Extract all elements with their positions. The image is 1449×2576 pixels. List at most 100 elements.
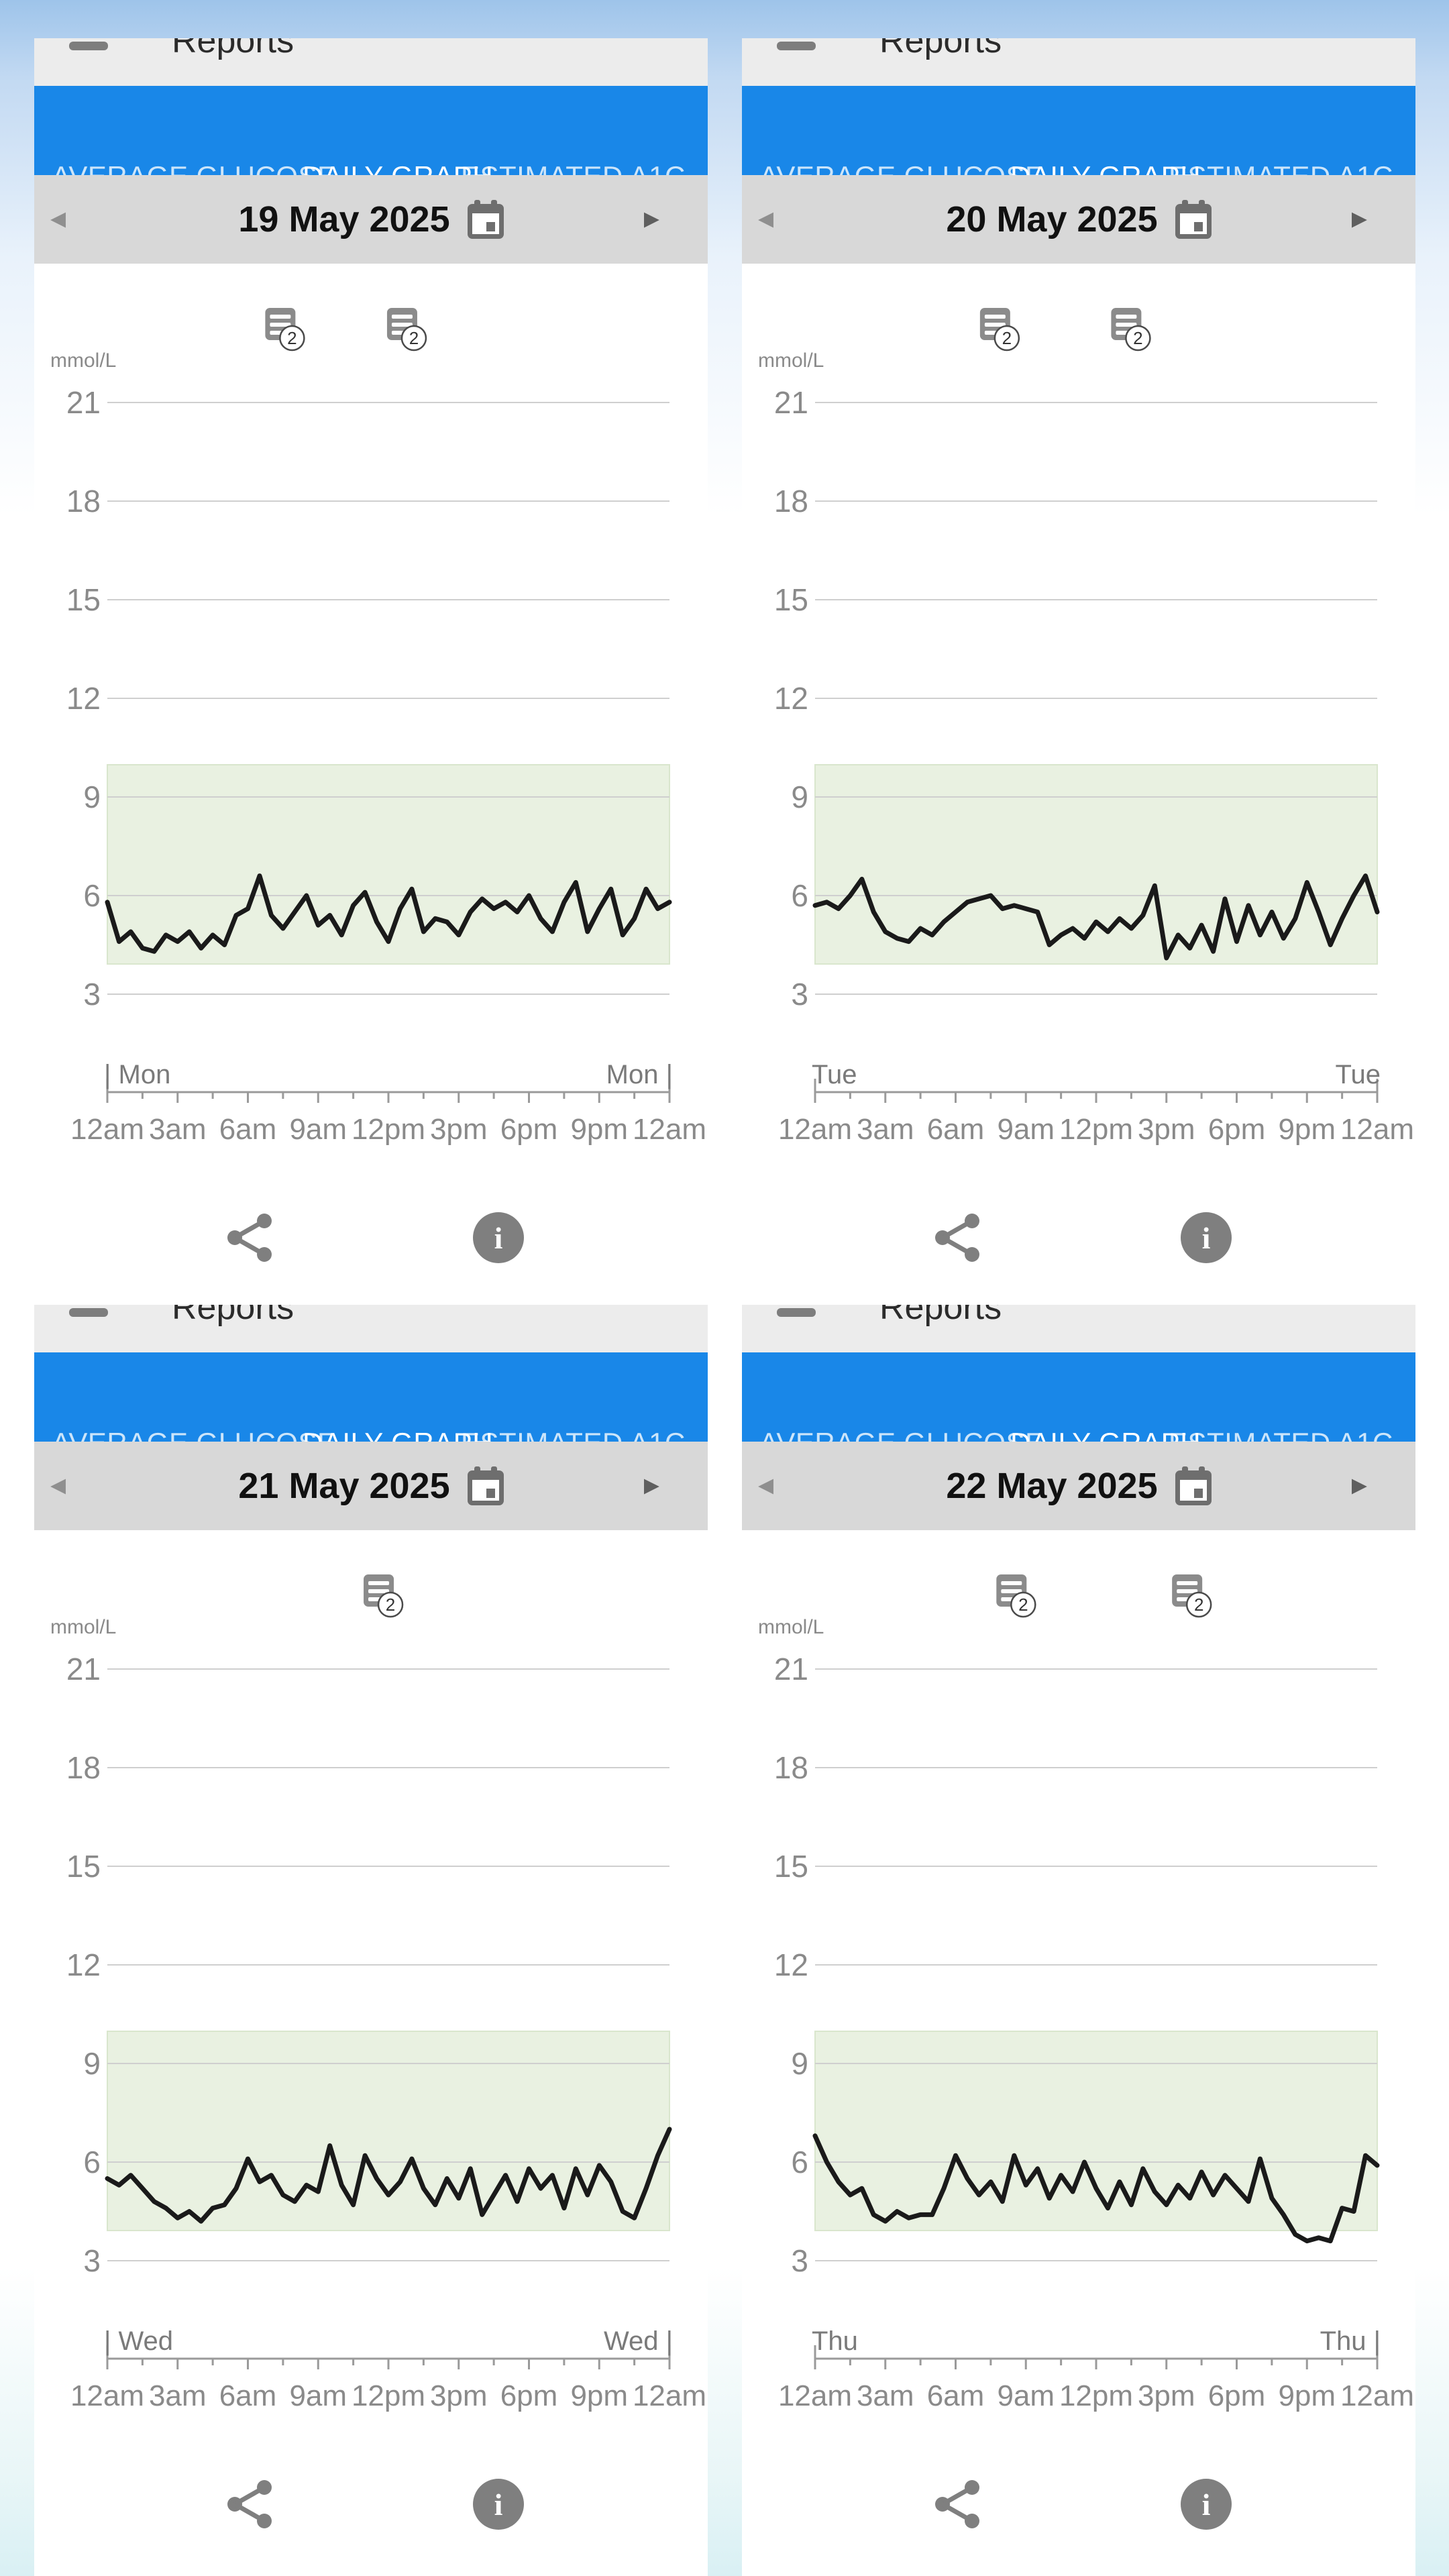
- calendar-icon[interactable]: [467, 1466, 504, 1505]
- next-day-arrow-icon[interactable]: ▸: [643, 1466, 659, 1501]
- tab-estimated-a1c[interactable]: ESTIMATED A1C: [461, 162, 686, 176]
- y-axis-unit-label: mmol/L: [758, 1616, 824, 1638]
- calendar-icon[interactable]: [1175, 200, 1212, 239]
- date-label: 21 May 2025: [238, 1466, 450, 1506]
- tab-partial-next[interactable]: S: [1414, 162, 1415, 176]
- tab-average-glucose[interactable]: AVERAGE GLUCOSE: [52, 1429, 337, 1442]
- tab-average-glucose[interactable]: AVERAGE GLUCOSE: [759, 162, 1044, 176]
- x-tick-label: 6pm: [500, 1113, 558, 1146]
- next-day-arrow-icon[interactable]: ▸: [1351, 200, 1367, 235]
- day-label-right: Thu |: [1320, 2326, 1381, 2356]
- target-range-band: [107, 2031, 670, 2231]
- note-icon[interactable]: 2: [1172, 1574, 1212, 1618]
- prev-day-arrow-icon[interactable]: ◂: [758, 200, 774, 235]
- next-day-arrow-icon[interactable]: ▸: [1351, 1466, 1367, 1501]
- x-tick-label: 12pm: [1059, 1113, 1133, 1146]
- x-tick-label: 12am: [633, 2379, 706, 2412]
- x-tick-label: 12am: [778, 2379, 852, 2412]
- next-day-arrow-icon[interactable]: ▸: [643, 200, 659, 235]
- y-tick-label: 18: [774, 484, 808, 519]
- info-icon[interactable]: i: [473, 2479, 524, 2530]
- share-icon[interactable]: [933, 2479, 984, 2530]
- y-tick-label: 9: [83, 780, 101, 814]
- date-group: 22 May 2025: [742, 1442, 1415, 1530]
- date-group: 21 May 2025: [34, 1442, 708, 1530]
- prev-day-arrow-icon[interactable]: ◂: [758, 1466, 774, 1501]
- y-tick-label: 9: [791, 2046, 808, 2081]
- tab-daily-graph[interactable]: DAILY GRAPH: [303, 162, 493, 176]
- tab-bar: AVERAGE GLUCOSE DAILY GRAPH ESTIMATED A1…: [34, 86, 708, 175]
- tab-partial-next[interactable]: S: [1414, 1429, 1415, 1442]
- note-icon[interactable]: 2: [265, 308, 305, 352]
- share-icon[interactable]: [933, 1212, 984, 1263]
- share-icon[interactable]: [225, 1212, 276, 1263]
- note-icon[interactable]: 2: [364, 1574, 404, 1618]
- date-nav-bar: ◂ 19 May 2025 ▸: [34, 175, 708, 264]
- note-count-badge: [400, 325, 427, 352]
- note-icon[interactable]: 2: [996, 1574, 1036, 1618]
- info-glyph: i: [1201, 1220, 1211, 1255]
- tab-estimated-a1c[interactable]: ESTIMATED A1C: [461, 1429, 686, 1442]
- app-bar: Reports: [742, 38, 1415, 86]
- tab-daily-graph[interactable]: DAILY GRAPH: [1010, 162, 1201, 176]
- share-icon[interactable]: [225, 2479, 276, 2530]
- tab-partial-next[interactable]: S: [706, 1429, 708, 1442]
- note-icon[interactable]: 2: [1111, 308, 1151, 352]
- calendar-icon[interactable]: [1175, 1466, 1212, 1505]
- menu-icon[interactable]: [777, 42, 816, 50]
- note-count-badge: [1125, 325, 1151, 352]
- x-tick-label: 9pm: [1278, 1113, 1336, 1146]
- tab-average-glucose[interactable]: AVERAGE GLUCOSE: [759, 1429, 1044, 1442]
- note-icon[interactable]: 2: [386, 308, 427, 352]
- report-panel: Reports AVERAGE GLUCOSE DAILY GRAPH ESTI…: [742, 1305, 1415, 2576]
- tab-daily-graph[interactable]: DAILY GRAPH: [1010, 1429, 1201, 1442]
- y-tick-label: 18: [774, 1750, 808, 1785]
- info-icon[interactable]: i: [1181, 1212, 1232, 1263]
- tab-daily-graph[interactable]: DAILY GRAPH: [303, 1429, 493, 1442]
- tab-partial-next[interactable]: S: [706, 162, 708, 176]
- y-tick-label: 12: [774, 681, 808, 716]
- y-tick-label: 6: [83, 2145, 101, 2180]
- date-label: 22 May 2025: [946, 1466, 1158, 1506]
- tab-estimated-a1c[interactable]: ESTIMATED A1C: [1169, 1429, 1393, 1442]
- x-tick-label: 9am: [997, 1113, 1055, 1146]
- day-label-right: Wed |: [604, 2326, 673, 2356]
- y-axis-unit-label: mmol/L: [50, 1616, 116, 1638]
- menu-icon[interactable]: [69, 1308, 108, 1317]
- calendar-icon[interactable]: [467, 200, 504, 239]
- x-tick-label: 9pm: [1278, 2379, 1336, 2412]
- note-count: 2: [1018, 1595, 1028, 1615]
- info-icon[interactable]: i: [473, 1212, 524, 1263]
- y-tick-label: 9: [83, 2046, 101, 2081]
- y-tick-label: 3: [791, 2243, 808, 2278]
- day-label-right: Mon |: [606, 1060, 673, 1089]
- x-tick-label: 12am: [70, 2379, 144, 2412]
- info-icon[interactable]: i: [1181, 2479, 1232, 2530]
- x-tick-label: 3am: [149, 2379, 207, 2412]
- prev-day-arrow-icon[interactable]: ◂: [50, 1466, 66, 1501]
- x-tick-label: 12am: [778, 1113, 852, 1146]
- note-count: 2: [1002, 328, 1012, 348]
- menu-icon[interactable]: [69, 42, 108, 50]
- report-panel: Reports AVERAGE GLUCOSE DAILY GRAPH ESTI…: [34, 38, 708, 1295]
- date-label: 19 May 2025: [238, 199, 450, 239]
- menu-icon[interactable]: [777, 1308, 816, 1317]
- y-tick-label: 18: [66, 484, 101, 519]
- x-tick-label: 3am: [857, 1113, 914, 1146]
- x-tick-label: 3pm: [430, 1113, 488, 1146]
- x-tick-label: 12pm: [352, 2379, 425, 2412]
- note-count: 2: [1194, 1595, 1203, 1615]
- tab-average-glucose[interactable]: AVERAGE GLUCOSE: [52, 162, 337, 176]
- footer-actions: i: [34, 2479, 708, 2532]
- y-tick-label: 12: [66, 681, 101, 716]
- y-axis-unit-label: mmol/L: [758, 350, 824, 372]
- date-nav-bar: ◂ 22 May 2025 ▸: [742, 1442, 1415, 1530]
- tab-estimated-a1c[interactable]: ESTIMATED A1C: [1169, 162, 1393, 176]
- note-icon[interactable]: 2: [979, 308, 1020, 352]
- prev-day-arrow-icon[interactable]: ◂: [50, 200, 66, 235]
- glucose-line: [105, 873, 672, 954]
